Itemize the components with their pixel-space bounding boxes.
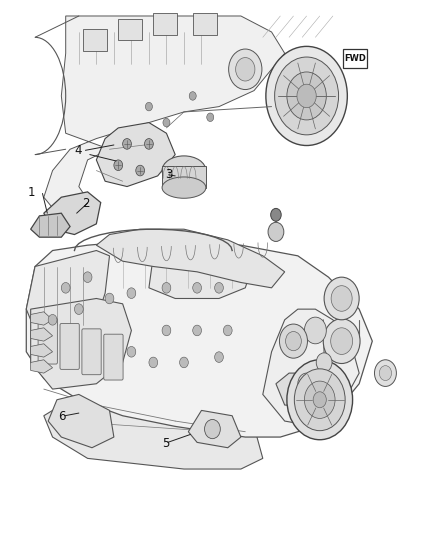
Circle shape bbox=[83, 272, 92, 282]
Circle shape bbox=[145, 102, 152, 111]
Polygon shape bbox=[31, 298, 131, 389]
Circle shape bbox=[189, 92, 196, 100]
Circle shape bbox=[48, 314, 57, 325]
Circle shape bbox=[236, 58, 255, 81]
Circle shape bbox=[61, 282, 70, 293]
Polygon shape bbox=[31, 213, 70, 237]
Circle shape bbox=[105, 293, 114, 304]
Circle shape bbox=[279, 324, 307, 358]
Circle shape bbox=[193, 325, 201, 336]
Circle shape bbox=[268, 222, 284, 241]
Circle shape bbox=[323, 319, 360, 364]
Text: 2: 2 bbox=[81, 197, 89, 210]
FancyBboxPatch shape bbox=[60, 324, 79, 369]
Circle shape bbox=[163, 118, 170, 127]
Polygon shape bbox=[31, 360, 53, 373]
Bar bbox=[83, 29, 107, 51]
Polygon shape bbox=[31, 328, 53, 341]
Bar bbox=[153, 13, 177, 35]
Circle shape bbox=[215, 352, 223, 362]
Circle shape bbox=[275, 57, 339, 135]
Circle shape bbox=[162, 282, 171, 293]
Ellipse shape bbox=[162, 156, 206, 185]
FancyBboxPatch shape bbox=[38, 318, 57, 364]
FancyBboxPatch shape bbox=[82, 329, 101, 375]
Polygon shape bbox=[44, 16, 285, 224]
Ellipse shape bbox=[162, 177, 206, 198]
Circle shape bbox=[223, 325, 232, 336]
Text: 6: 6 bbox=[58, 410, 66, 423]
Polygon shape bbox=[263, 309, 359, 426]
Circle shape bbox=[271, 208, 281, 221]
Circle shape bbox=[331, 286, 352, 311]
Circle shape bbox=[304, 381, 335, 418]
Circle shape bbox=[127, 288, 136, 298]
Circle shape bbox=[74, 304, 83, 314]
Polygon shape bbox=[188, 410, 241, 448]
Circle shape bbox=[162, 325, 171, 336]
Polygon shape bbox=[44, 192, 101, 235]
Polygon shape bbox=[31, 344, 53, 357]
Circle shape bbox=[266, 46, 347, 146]
Circle shape bbox=[229, 49, 262, 90]
Circle shape bbox=[304, 317, 326, 344]
Circle shape bbox=[331, 328, 353, 354]
FancyBboxPatch shape bbox=[343, 49, 367, 68]
Polygon shape bbox=[96, 123, 175, 187]
Circle shape bbox=[316, 353, 332, 372]
Polygon shape bbox=[276, 373, 315, 405]
Circle shape bbox=[379, 366, 392, 381]
Circle shape bbox=[215, 282, 223, 293]
Circle shape bbox=[297, 84, 316, 108]
Text: 1: 1 bbox=[28, 187, 35, 199]
Circle shape bbox=[207, 113, 214, 122]
Text: 3: 3 bbox=[165, 168, 172, 181]
Text: FWD: FWD bbox=[344, 54, 366, 63]
Circle shape bbox=[180, 357, 188, 368]
Circle shape bbox=[298, 373, 315, 394]
Circle shape bbox=[123, 139, 131, 149]
Circle shape bbox=[127, 346, 136, 357]
Circle shape bbox=[286, 332, 301, 351]
Bar bbox=[162, 166, 206, 188]
Text: 5: 5 bbox=[162, 437, 169, 450]
Bar bbox=[118, 19, 142, 40]
Circle shape bbox=[287, 360, 353, 440]
Text: 4: 4 bbox=[74, 144, 82, 157]
Circle shape bbox=[193, 282, 201, 293]
Circle shape bbox=[313, 392, 326, 408]
Circle shape bbox=[145, 139, 153, 149]
Polygon shape bbox=[31, 312, 53, 325]
Circle shape bbox=[374, 360, 396, 386]
Circle shape bbox=[287, 72, 326, 120]
Polygon shape bbox=[26, 240, 372, 437]
Polygon shape bbox=[96, 229, 285, 288]
Circle shape bbox=[136, 165, 145, 176]
Polygon shape bbox=[48, 394, 114, 448]
Circle shape bbox=[294, 369, 345, 431]
FancyBboxPatch shape bbox=[104, 334, 123, 380]
Circle shape bbox=[324, 277, 359, 320]
Circle shape bbox=[205, 419, 220, 439]
Polygon shape bbox=[149, 251, 254, 298]
Bar bbox=[193, 13, 217, 35]
Polygon shape bbox=[26, 251, 110, 336]
Circle shape bbox=[114, 160, 123, 171]
Circle shape bbox=[149, 357, 158, 368]
Polygon shape bbox=[44, 394, 263, 469]
